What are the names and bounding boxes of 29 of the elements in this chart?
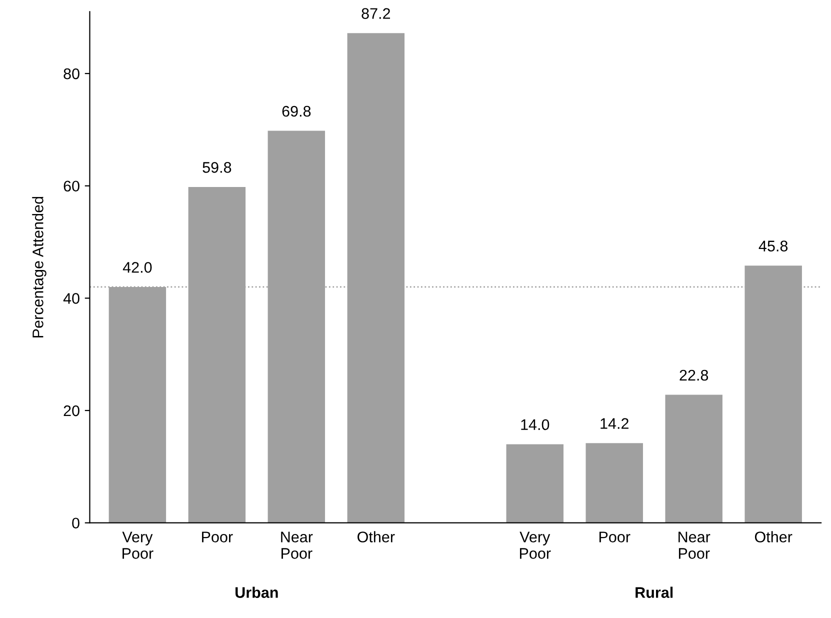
- data-label: 45.8: [758, 240, 788, 252]
- text: Urban: [236, 586, 278, 598]
- y-tick-label: 0: [72, 518, 80, 529]
- data-label: 14.0: [521, 419, 550, 430]
- y-tick-label: 40: [63, 293, 80, 304]
- bar: [665, 394, 722, 523]
- x-tick-label: Other: [754, 531, 792, 542]
- y-tick-label: 80: [64, 68, 80, 80]
- text: Rural: [636, 586, 673, 598]
- x-tick-label: Near Poor: [678, 532, 710, 559]
- y-tick-label: 60: [64, 180, 80, 192]
- y-tick-label: 20: [64, 405, 80, 416]
- x-tick-label: Poor: [599, 532, 630, 542]
- data-label: 14.2: [600, 418, 628, 429]
- bar: [347, 33, 405, 523]
- x-tick-label: Very Poor: [520, 532, 551, 559]
- bar: [586, 443, 643, 523]
- x-tick-label: Near Poor: [281, 532, 313, 559]
- data-label: 42.0: [122, 262, 152, 273]
- bar: [506, 444, 564, 523]
- data-label: 87.2: [362, 8, 390, 19]
- bar: [744, 266, 802, 523]
- y-axis-title: Percentage Attended: [32, 196, 46, 338]
- x-tick-label: Very Poor: [122, 532, 154, 559]
- data-label: 59.8: [202, 162, 232, 173]
- data-label: 69.8: [282, 106, 311, 117]
- x-tick-label: Poor: [202, 532, 233, 542]
- data-label: 22.8: [680, 370, 708, 381]
- x-tick-label: Other: [358, 531, 395, 542]
